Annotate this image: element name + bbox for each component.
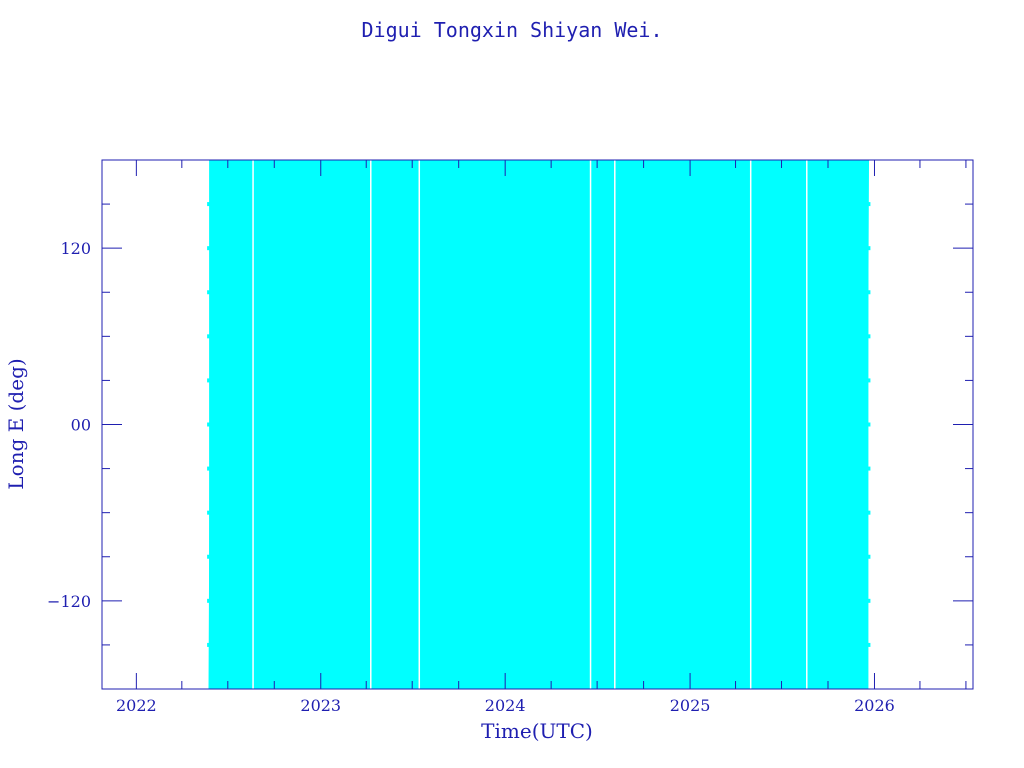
- series-point: [207, 642, 212, 647]
- y-tick-label: −120: [47, 592, 91, 611]
- series-point: [207, 378, 212, 383]
- x-tick-label: 2026: [854, 696, 895, 715]
- series-point: [207, 510, 212, 515]
- series-point: [866, 334, 871, 339]
- series-point: [207, 334, 212, 339]
- series-point: [866, 642, 871, 647]
- series-point: [866, 378, 871, 383]
- x-axis-label: Time(UTC): [481, 719, 593, 743]
- series-point: [207, 290, 212, 295]
- axis-ticks: [102, 159, 973, 690]
- series-point: [207, 598, 212, 603]
- y-tick-label: 00: [71, 416, 91, 435]
- y-axis-label: Long E (deg): [4, 358, 28, 489]
- series-point: [207, 202, 212, 207]
- series-point: [866, 290, 871, 295]
- tick-labels: 2022 2023 2024 2025 2026 120 00 −120: [47, 239, 895, 715]
- series-point: [866, 510, 871, 515]
- series-point: [866, 466, 871, 471]
- x-tick-label: 2022: [116, 696, 157, 715]
- x-tick-label: 2024: [485, 696, 526, 715]
- series-point: [866, 202, 871, 207]
- x-tick-label: 2023: [300, 696, 341, 715]
- y-tick-label: 120: [60, 239, 91, 258]
- x-tick-label: 2025: [670, 696, 711, 715]
- chart-title: Digui Tongxin Shiyan Wei.: [361, 18, 662, 42]
- data-series: [207, 159, 871, 690]
- series-point: [207, 466, 212, 471]
- series-point: [207, 246, 212, 251]
- series-point: [866, 422, 871, 427]
- series-point: [866, 246, 871, 251]
- series-point: [207, 554, 212, 559]
- series-point: [866, 598, 871, 603]
- series-point: [866, 554, 871, 559]
- series-point: [207, 422, 212, 427]
